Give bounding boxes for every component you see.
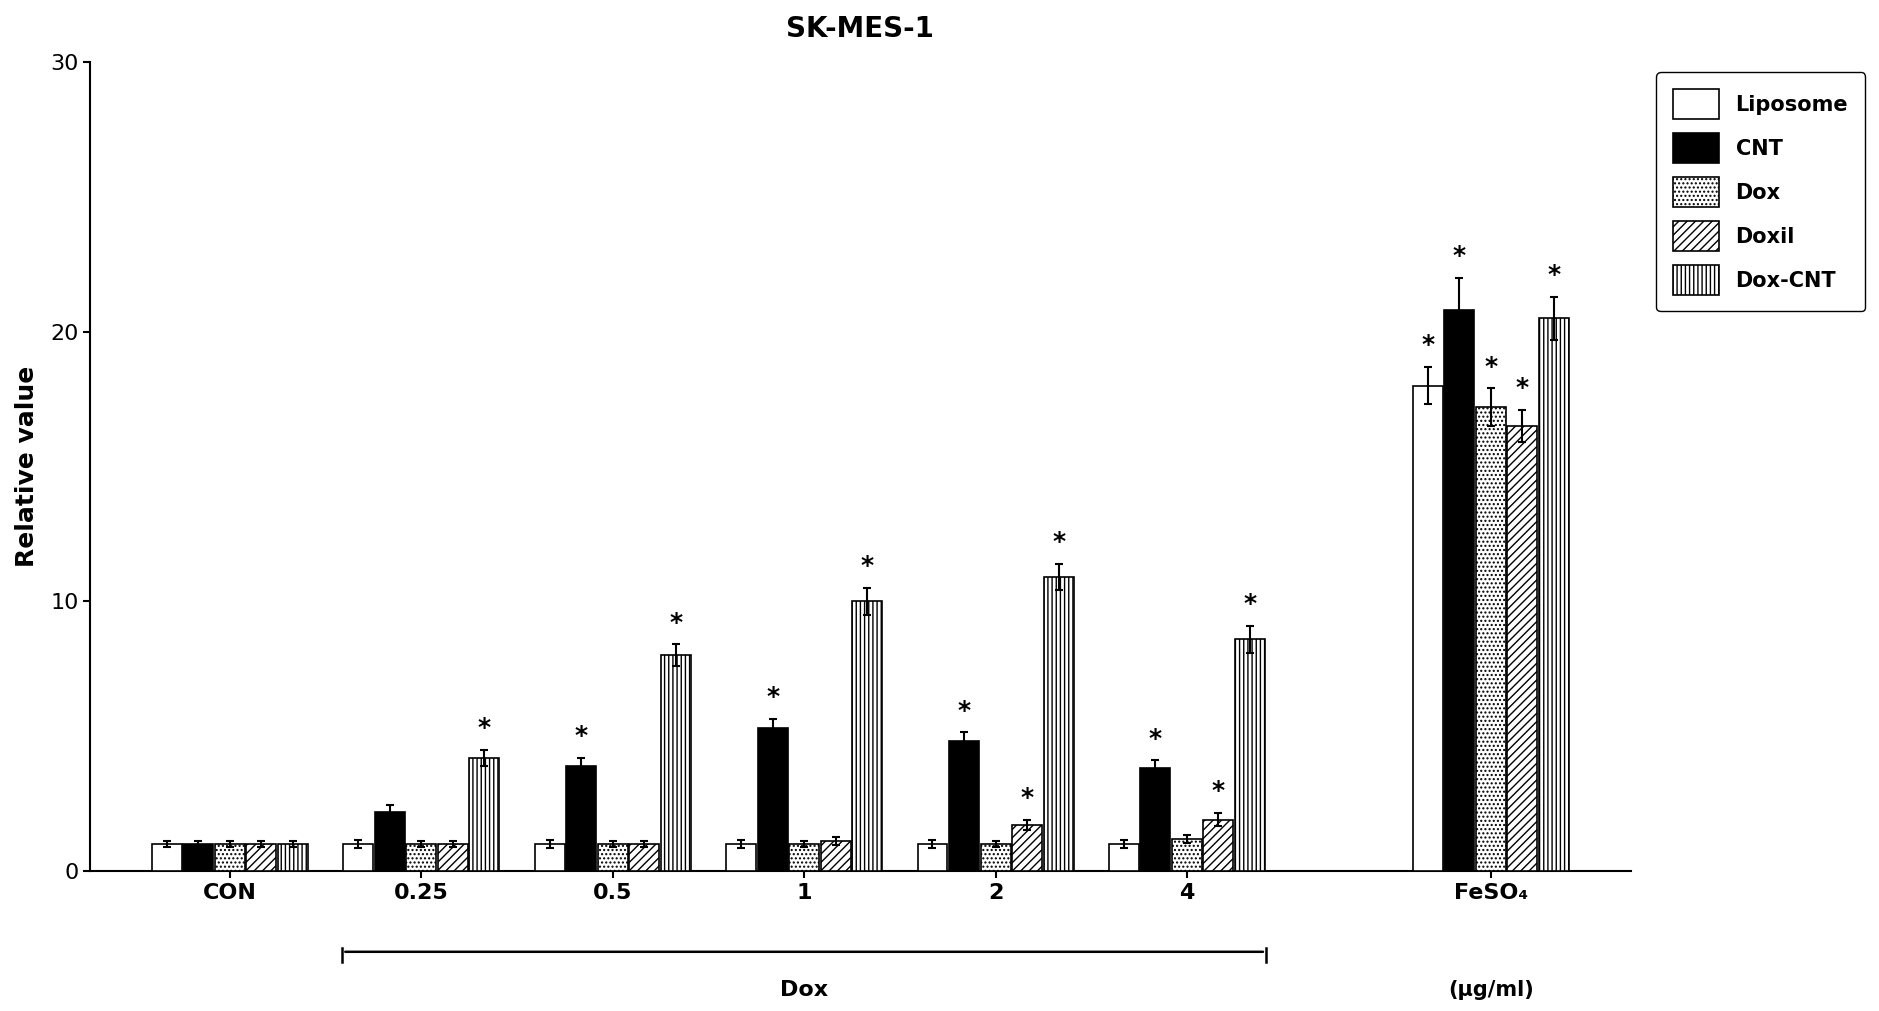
Bar [566, 765, 596, 870]
Text: *: * [1421, 334, 1434, 357]
Text: Dox: Dox [780, 980, 829, 1000]
Bar [757, 728, 787, 870]
Text: *: * [1052, 530, 1065, 554]
Bar [1235, 639, 1265, 870]
Bar [1109, 844, 1139, 870]
Bar [629, 844, 660, 870]
Bar [1043, 577, 1073, 870]
Bar [598, 844, 628, 870]
Bar [981, 844, 1011, 870]
Text: *: * [1244, 592, 1257, 616]
Text: *: * [1484, 355, 1498, 379]
Bar [406, 844, 436, 870]
Bar [789, 844, 819, 870]
Text: *: * [477, 716, 490, 740]
Bar [1172, 838, 1203, 870]
Text: *: * [958, 699, 971, 723]
Bar [1413, 385, 1443, 870]
Bar [246, 844, 276, 870]
Bar [1203, 820, 1233, 870]
Text: *: * [669, 611, 682, 635]
Bar [1507, 426, 1537, 870]
Bar [536, 844, 566, 870]
Text: *: * [1516, 376, 1530, 400]
Text: *: * [1020, 787, 1033, 810]
Bar [917, 844, 947, 870]
Text: *: * [1452, 245, 1466, 268]
Text: *: * [1212, 779, 1225, 804]
Bar [853, 602, 881, 870]
Text: (μg/ml): (μg/ml) [1449, 980, 1533, 1000]
Bar [184, 844, 214, 870]
Bar [725, 844, 755, 870]
Bar [152, 844, 182, 870]
Bar [1477, 407, 1505, 870]
Y-axis label: Relative value: Relative value [15, 366, 39, 567]
Bar [949, 741, 979, 870]
Title: SK-MES-1: SK-MES-1 [787, 15, 934, 43]
Bar [1539, 318, 1569, 870]
Text: *: * [1548, 263, 1561, 287]
Bar [470, 757, 500, 870]
Bar [438, 844, 468, 870]
Bar [1013, 825, 1043, 870]
Text: *: * [1148, 727, 1161, 751]
Bar [1445, 310, 1475, 870]
Text: *: * [861, 554, 874, 578]
Bar [821, 841, 851, 870]
Legend: Liposome, CNT, Dox, Doxil, Dox-CNT: Liposome, CNT, Dox, Doxil, Dox-CNT [1657, 73, 1864, 311]
Bar [1141, 768, 1171, 870]
Bar [214, 844, 244, 870]
Text: *: * [767, 685, 780, 709]
Bar [661, 655, 691, 870]
Text: *: * [575, 724, 588, 748]
Bar [374, 812, 404, 870]
Bar [278, 844, 308, 870]
Bar [344, 844, 374, 870]
